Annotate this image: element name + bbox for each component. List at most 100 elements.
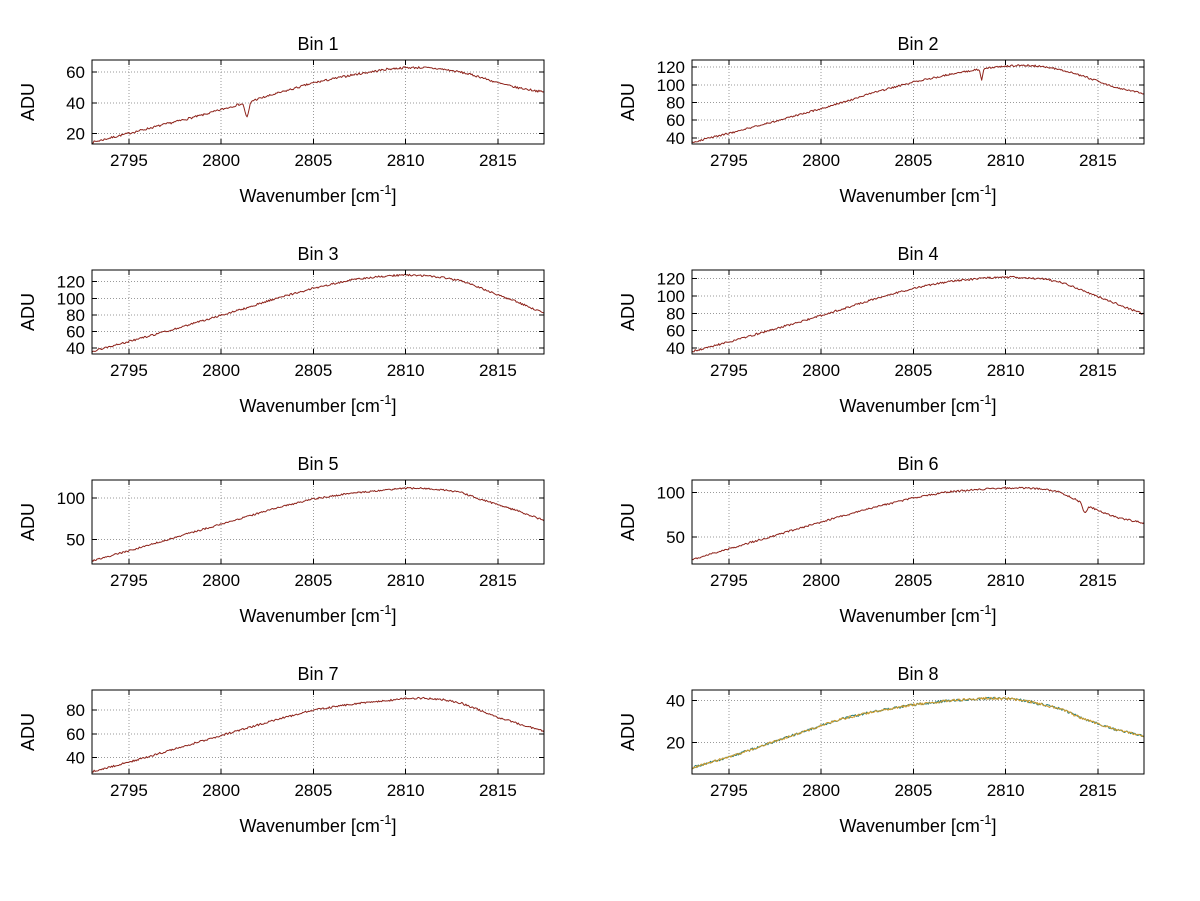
plot-area-bin-1 [92,66,544,144]
plot-area-bin-5 [92,486,544,562]
y-axis-label: ADU [18,293,38,331]
plot-area-bin-3 [92,273,544,353]
x-tick-label: 2815 [479,571,517,590]
subplot-bin-6: 2795 2800 2805 2810 2815 50 100 Bin 6 ADU Wavenum… [600,448,1200,658]
subplot-bin-5: 2795 2800 2805 2810 2815 50 100 Bin 5 ADU Wavenum… [0,448,600,658]
subplot-canvas-bin-7: 2795 2800 2805 2810 2815 40 60 80 Bin 7 ADU Wavenu… [18,664,545,836]
axes-box [691,269,1145,355]
subplot-title: Bin 3 [297,244,338,264]
subplot-canvas-bin-8: 2795 2800 2805 2810 2815 20 40 Bin 8 ADU Wavenumb… [618,664,1145,836]
figure-window: 2795 2800 2805 2810 2815 20 40 60 Bin 1 ADU Wavenu… [0,28,1200,868]
x-tick-label: 2805 [294,151,332,170]
x-tick-label: 2795 [710,151,748,170]
x-tick-label: 2815 [479,151,517,170]
plot-area-bin-2 [692,64,1144,143]
plot-area-bin-8 [692,696,1144,770]
series-line-spectrum [692,64,1144,143]
x-tick-label: 2800 [202,571,240,590]
x-tick-label: 2810 [987,151,1025,170]
y-tick-label: 100 [57,289,85,308]
x-axis-label: Wavenumber [cm-1] [240,182,397,206]
x-axis-label: Wavenumber [cm-1] [840,602,997,626]
series-line-spectrum-a [692,696,1144,770]
x-axis-label: Wavenumber [cm-1] [240,602,397,626]
x-tick-label: 2795 [710,361,748,380]
y-tick-label: 40 [666,339,685,358]
y-tick-label: 80 [66,306,85,325]
axes-box [691,689,1145,775]
x-axis-label: Wavenumber [cm-1] [840,182,997,206]
subplot-canvas-bin-1: 2795 2800 2805 2810 2815 20 40 60 Bin 1 ADU Wavenu… [18,34,545,206]
y-tick-label: 120 [57,273,85,292]
x-tick-label: 2800 [202,781,240,800]
y-tick-label: 50 [66,530,85,549]
series-line-spectrum-b [692,696,1144,770]
plot-area-bin-4 [692,275,1144,353]
series-line-spectrum [692,275,1144,353]
plot-area-bin-6 [692,486,1144,561]
y-tick-label: 60 [66,323,85,342]
axes-box [91,479,545,565]
x-tick-label: 2805 [294,361,332,380]
x-tick-label: 2810 [387,361,425,380]
y-tick-label: 120 [657,270,685,289]
x-axis-label: Wavenumber [cm-1] [240,812,397,836]
x-tick-label: 2815 [479,361,517,380]
subplot-canvas-bin-6: 2795 2800 2805 2810 2815 50 100 Bin 6 ADU Wavenum… [618,454,1145,626]
y-tick-label: 80 [666,304,685,323]
subplot-canvas-bin-5: 2795 2800 2805 2810 2815 50 100 Bin 5 ADU Wavenum… [18,454,545,626]
y-tick-label: 100 [657,76,685,95]
axes-box [91,689,545,775]
x-tick-label: 2805 [894,781,932,800]
subplot-bin-4: 2795 2800 2805 2810 2815 40 60 80 100 120 Bin 4 ADU… [600,238,1200,448]
axes-box [91,269,545,355]
x-tick-label: 2815 [1079,361,1117,380]
series-line-spectrum [92,66,544,144]
y-tick-label: 20 [666,734,685,753]
y-tick-label: 40 [66,94,85,113]
subplot-title: Bin 2 [897,34,938,54]
x-tick-label: 2815 [1079,571,1117,590]
x-tick-label: 2815 [479,781,517,800]
x-tick-label: 2810 [987,361,1025,380]
subplot-bin-2: 2795 2800 2805 2810 2815 40 60 80 100 120 Bin 2 ADU… [600,28,1200,238]
subplot-title: Bin 1 [297,34,338,54]
subplot-bin-8: 2795 2800 2805 2810 2815 20 40 Bin 8 ADU Wavenumb… [600,658,1200,868]
x-tick-label: 2810 [387,781,425,800]
y-axis-label: ADU [18,83,38,121]
y-tick-label: 100 [657,484,685,503]
series-line-spectrum [692,486,1144,561]
y-tick-label: 40 [666,129,685,148]
x-tick-label: 2815 [1079,151,1117,170]
y-tick-label: 40 [666,692,685,711]
x-tick-label: 2795 [110,361,148,380]
subplot-title: Bin 8 [897,664,938,684]
series-line-spectrum [92,696,544,773]
x-tick-label: 2815 [1079,781,1117,800]
y-tick-label: 80 [666,93,685,112]
x-axis-label: Wavenumber [cm-1] [840,392,997,416]
x-tick-label: 2810 [987,781,1025,800]
x-tick-label: 2795 [110,571,148,590]
subplot-title: Bin 7 [297,664,338,684]
subplot-bin-7: 2795 2800 2805 2810 2815 40 60 80 Bin 7 ADU Wavenu… [0,658,600,868]
x-tick-label: 2800 [802,571,840,590]
charts-grid: 2795 2800 2805 2810 2815 20 40 60 Bin 1 ADU Wavenu… [0,28,1200,868]
y-tick-label: 100 [657,287,685,306]
y-tick-label: 100 [57,489,85,508]
subplot-title: Bin 5 [297,454,338,474]
y-tick-label: 20 [66,124,85,143]
y-tick-label: 60 [66,725,85,744]
y-tick-label: 50 [666,528,685,547]
y-tick-label: 60 [666,322,685,341]
series-line-spectrum [92,273,544,353]
y-tick-label: 60 [66,63,85,82]
subplot-bin-3: 2795 2800 2805 2810 2815 40 60 80 100 120 Bin 3 ADU… [0,238,600,448]
x-tick-label: 2800 [802,361,840,380]
x-tick-label: 2805 [894,361,932,380]
y-tick-label: 60 [666,111,685,130]
axes-box [691,479,1145,565]
y-axis-label: ADU [18,503,38,541]
x-tick-label: 2805 [894,571,932,590]
